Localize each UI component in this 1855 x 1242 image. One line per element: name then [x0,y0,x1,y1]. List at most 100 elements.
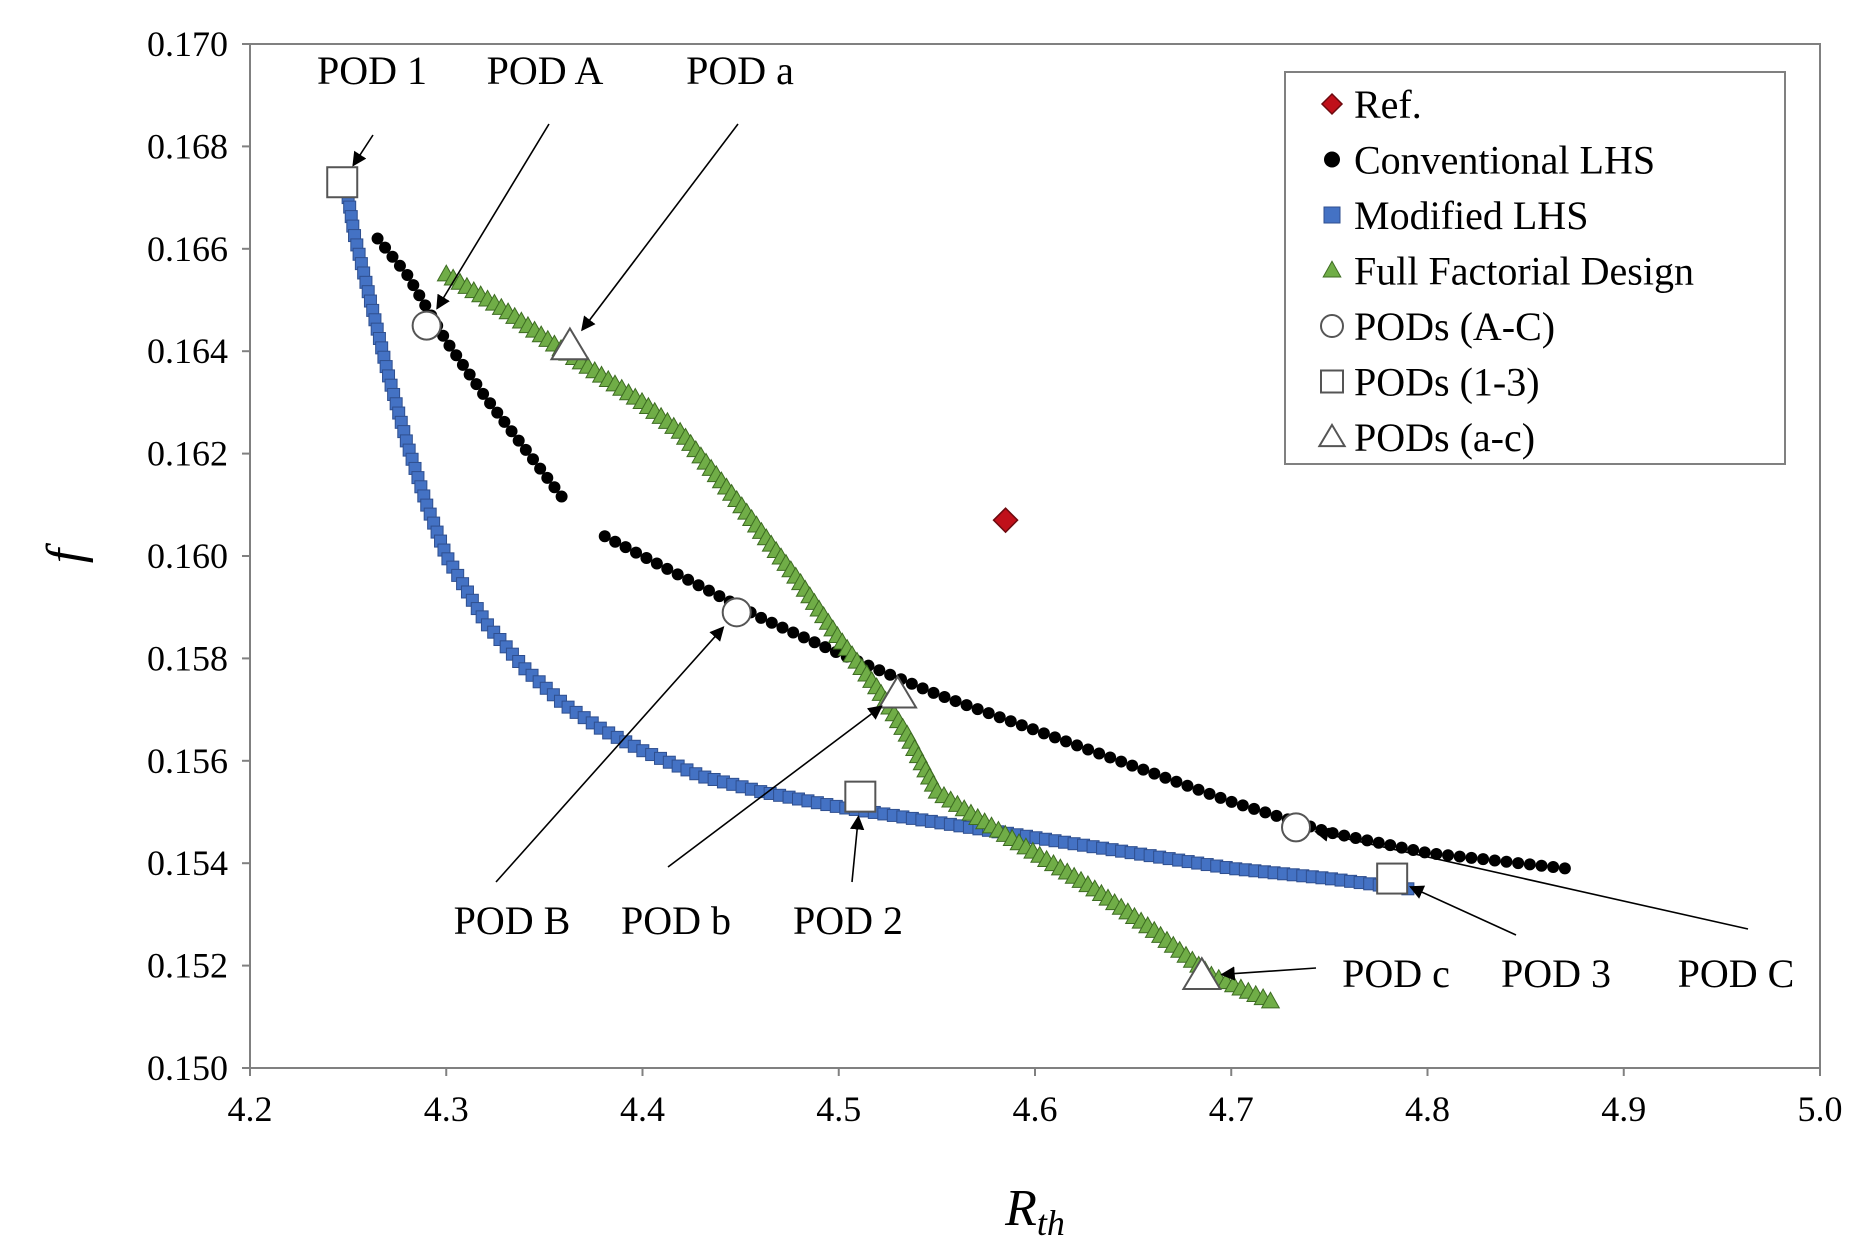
data-point [548,481,561,494]
data-point [413,289,426,302]
data-point [393,259,406,272]
data-point [386,250,399,263]
data-point [960,699,973,712]
data-point [519,443,532,456]
data-point [819,641,832,654]
data-point [993,711,1006,724]
annotation-arrow [1220,966,1317,981]
data-point [905,677,918,690]
data-point [401,268,414,281]
data-point [1236,799,1249,812]
y-tick-label: 0.150 [147,1048,228,1088]
annotation-arrow [1409,885,1517,936]
y-tick-label: 0.156 [147,741,228,781]
data-point [484,397,497,410]
annotation-arrow [495,626,725,883]
data-point [419,299,432,312]
data-point [371,232,384,245]
annotation-label: POD 1 [317,48,427,93]
data-point [1500,855,1513,868]
data-point [671,568,684,581]
data-point [1248,802,1261,815]
data-point [1442,849,1455,862]
data-point [456,358,469,371]
data-point [1453,850,1466,863]
y-tick-label: 0.154 [147,843,228,883]
data-point [1430,847,1443,860]
data-point [470,378,483,391]
annotation-arrow [1314,827,1749,930]
data-point [884,668,897,681]
annotation-label: POD C [1678,951,1795,996]
legend-label: Conventional LHS [1354,138,1655,183]
data-point [1148,767,1161,780]
data-point [1512,857,1525,870]
legend-marker [1324,151,1340,168]
series-layer [326,166,1571,1009]
series-pods-a-c [411,310,1312,843]
x-tick-label: 4.2 [228,1089,273,1129]
data-point [491,406,504,419]
data-point [721,597,752,628]
annotation-label: POD 2 [793,898,903,943]
data-point [992,507,1019,534]
legend-marker [1317,422,1347,448]
legend: Ref. Conventional LHS Modified LHS Full Fac… [1284,71,1786,465]
data-point [1093,747,1106,760]
series-modified-lhs [341,191,1415,896]
data-point [463,368,476,381]
x-tick-label: 4.7 [1209,1089,1254,1129]
legend-label: Ref. [1354,82,1422,127]
data-point [702,584,715,597]
data-point [1260,991,1281,1009]
data-point [1488,854,1501,867]
x-axis-label: Rth [1004,1180,1065,1242]
annotation-label: POD 3 [1501,951,1611,996]
annotation-arrow [436,123,550,310]
data-point [787,626,800,639]
data-point [765,616,778,629]
data-point [1281,812,1312,843]
data-point [437,329,450,342]
data-point [640,552,653,565]
data-point [498,415,511,428]
data-point [755,611,768,624]
data-point [1159,771,1172,784]
legend-marker [1320,92,1344,116]
data-point [1048,731,1061,744]
legend-label: PODs (A-C) [1354,304,1555,349]
legend-box [1284,71,1786,465]
y-tick-label: 0.158 [147,638,228,678]
data-point [661,562,674,575]
data-point [873,664,886,677]
x-tick-label: 4.3 [424,1089,469,1129]
data-point [1181,956,1222,991]
data-point [844,780,877,813]
data-point [938,691,951,704]
data-point [619,541,632,554]
series-pods-1-3 [326,166,1409,895]
x-tick-label: 4.5 [816,1089,861,1129]
y-tick-label: 0.166 [147,229,228,269]
data-point [1477,853,1490,866]
legend-marker [1320,369,1344,394]
annotation-arrow [849,815,865,883]
data-point [411,310,442,341]
legend-label: Full Factorial Design [1354,249,1694,294]
data-point [1203,787,1216,800]
data-point [1547,861,1560,874]
annotation-label: POD a [686,48,794,93]
series-pods-a-c [549,326,1222,991]
data-point [477,387,490,400]
legend-marker [1322,260,1342,278]
annotation-label: POD B [454,898,571,943]
annotation-arrow [667,705,883,868]
data-point [1015,719,1028,732]
data-point [1082,743,1095,756]
data-point [1071,739,1084,752]
legend-label: PODs (a-c) [1354,415,1535,460]
data-point [526,453,539,466]
legend-label: PODs (1-3) [1354,360,1540,405]
data-point [713,590,726,603]
data-point [1270,809,1283,822]
